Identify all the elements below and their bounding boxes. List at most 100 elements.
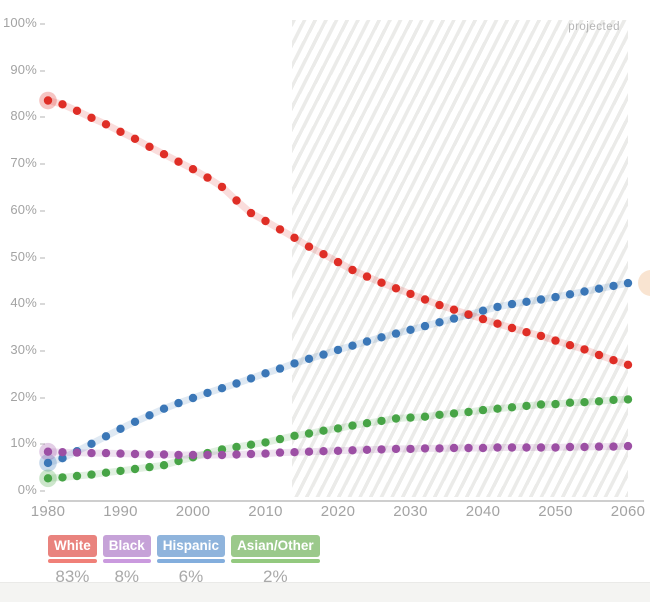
data-point-black[interactable]: [435, 444, 444, 453]
data-point-asian-other[interactable]: [507, 403, 517, 412]
data-point-black[interactable]: [159, 450, 169, 459]
data-point-white[interactable]: [536, 331, 546, 341]
data-point-white[interactable]: [406, 289, 415, 299]
data-point-hispanic[interactable]: [507, 299, 517, 309]
data-point-white[interactable]: [420, 295, 430, 304]
data-point-black[interactable]: [304, 447, 314, 456]
data-point-black[interactable]: [536, 443, 546, 452]
data-point-white[interactable]: [87, 113, 96, 123]
data-point-asian-other[interactable]: [43, 474, 53, 483]
data-point-white[interactable]: [304, 242, 314, 251]
data-point-hispanic[interactable]: [275, 364, 285, 373]
data-point-hispanic[interactable]: [362, 337, 372, 346]
data-point-hispanic[interactable]: [319, 350, 328, 359]
data-point-hispanic[interactable]: [130, 417, 140, 426]
data-point-white[interactable]: [362, 272, 372, 281]
data-point-white[interactable]: [522, 328, 531, 337]
data-point-hispanic[interactable]: [188, 393, 198, 403]
data-point-hispanic[interactable]: [609, 281, 618, 291]
data-point-asian-other[interactable]: [594, 397, 604, 406]
data-point-white[interactable]: [43, 96, 53, 105]
data-point-asian-other[interactable]: [348, 421, 357, 430]
data-point-asian-other[interactable]: [159, 461, 169, 470]
data-point-black[interactable]: [464, 443, 473, 453]
data-point-asian-other[interactable]: [145, 462, 154, 472]
data-point-asian-other[interactable]: [319, 426, 328, 435]
data-point-white[interactable]: [348, 265, 357, 275]
data-point-black[interactable]: [43, 447, 53, 456]
legend-button-asian-other[interactable]: Asian/Other: [231, 535, 320, 557]
legend-button-white[interactable]: White: [48, 535, 97, 557]
data-point-black[interactable]: [478, 443, 488, 453]
data-point-asian-other[interactable]: [391, 414, 401, 423]
data-point-black[interactable]: [348, 446, 357, 455]
data-point-asian-other[interactable]: [420, 412, 430, 421]
data-point-white[interactable]: [507, 323, 517, 333]
data-point-black[interactable]: [116, 449, 125, 458]
data-point-black[interactable]: [145, 450, 154, 459]
data-point-asian-other[interactable]: [609, 395, 618, 405]
data-point-white[interactable]: [145, 142, 154, 151]
data-point-asian-other[interactable]: [72, 471, 82, 481]
data-point-asian-other[interactable]: [377, 416, 386, 426]
data-point-hispanic[interactable]: [493, 302, 502, 312]
data-point-black[interactable]: [493, 443, 502, 452]
legend-button-hispanic[interactable]: Hispanic: [156, 535, 226, 557]
data-point-white[interactable]: [174, 157, 183, 166]
data-point-black[interactable]: [87, 448, 96, 458]
data-point-asian-other[interactable]: [536, 400, 546, 409]
data-point-asian-other[interactable]: [580, 398, 589, 407]
data-point-white[interactable]: [188, 165, 198, 174]
data-point-white[interactable]: [478, 314, 488, 324]
data-point-black[interactable]: [391, 444, 401, 454]
data-point-black[interactable]: [101, 448, 111, 458]
data-point-black[interactable]: [594, 442, 604, 451]
data-point-asian-other[interactable]: [58, 473, 67, 482]
data-point-white[interactable]: [101, 120, 111, 129]
data-point-hispanic[interactable]: [435, 318, 444, 327]
data-point-black[interactable]: [174, 450, 183, 460]
data-point-black[interactable]: [565, 442, 575, 452]
data-point-white[interactable]: [449, 305, 459, 314]
data-point-hispanic[interactable]: [391, 329, 401, 338]
data-point-hispanic[interactable]: [406, 325, 415, 334]
data-point-asian-other[interactable]: [406, 413, 415, 422]
data-point-asian-other[interactable]: [522, 401, 531, 411]
data-point-black[interactable]: [217, 450, 227, 460]
data-point-asian-other[interactable]: [551, 399, 560, 409]
data-point-asian-other[interactable]: [290, 431, 299, 440]
data-point-white[interactable]: [333, 257, 343, 267]
data-point-black[interactable]: [522, 443, 531, 452]
data-point-black[interactable]: [319, 447, 328, 456]
data-point-white[interactable]: [72, 106, 82, 116]
data-point-hispanic[interactable]: [232, 379, 241, 388]
data-point-hispanic[interactable]: [159, 404, 169, 413]
legend-button-black[interactable]: Black: [102, 535, 151, 557]
data-point-white[interactable]: [130, 134, 140, 143]
data-point-black[interactable]: [377, 445, 386, 454]
data-point-white[interactable]: [58, 100, 67, 109]
data-point-asian-other[interactable]: [174, 456, 183, 466]
data-point-asian-other[interactable]: [261, 438, 270, 447]
data-point-white[interactable]: [609, 356, 618, 365]
data-point-black[interactable]: [449, 443, 459, 453]
data-point-black[interactable]: [261, 449, 270, 458]
data-point-black[interactable]: [203, 450, 212, 460]
data-point-asian-other[interactable]: [275, 434, 285, 444]
data-point-hispanic[interactable]: [449, 314, 459, 323]
data-point-hispanic[interactable]: [580, 287, 589, 296]
data-point-asian-other[interactable]: [449, 409, 459, 418]
data-point-hispanic[interactable]: [623, 278, 633, 288]
data-point-hispanic[interactable]: [87, 439, 96, 448]
data-point-black[interactable]: [362, 445, 372, 454]
data-point-hispanic[interactable]: [43, 458, 53, 468]
data-point-asian-other[interactable]: [435, 410, 444, 419]
data-point-asian-other[interactable]: [116, 466, 125, 476]
data-point-black[interactable]: [232, 450, 241, 459]
data-point-white[interactable]: [551, 336, 560, 345]
data-point-white[interactable]: [565, 341, 575, 350]
data-point-white[interactable]: [232, 196, 241, 205]
data-point-hispanic[interactable]: [536, 295, 546, 304]
data-point-white[interactable]: [159, 150, 169, 159]
